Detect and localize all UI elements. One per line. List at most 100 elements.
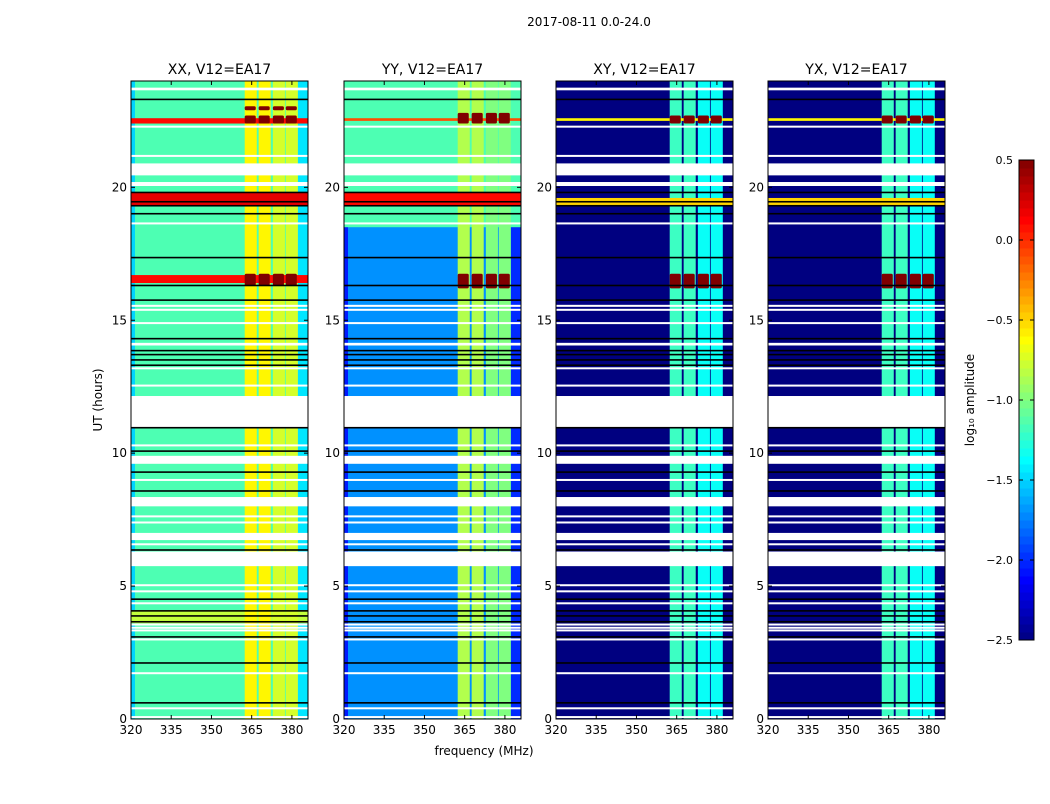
- heatmap-gap-line: [768, 200, 945, 203]
- y-tick-label: 0: [756, 712, 764, 726]
- y-tick-label: 20: [537, 180, 552, 194]
- heatmap-saturated-block: [285, 106, 297, 111]
- colorbar-segment: [1019, 600, 1034, 609]
- heatmap-flagged-range: [344, 532, 521, 541]
- heatmap-gap-line: [556, 598, 733, 600]
- colorbar-segment: [1019, 192, 1034, 201]
- heatmap-flagged-range: [556, 602, 733, 605]
- heatmap-saturated-block: [669, 115, 681, 124]
- heatmap-flagged-range: [556, 626, 733, 629]
- heatmap-gap-line: [131, 256, 308, 259]
- colorbar-segment: [1019, 304, 1034, 313]
- heatmap-flagged-range: [131, 532, 308, 541]
- heatmap-gap-line: [768, 204, 945, 207]
- heatmap-gap-line: [556, 426, 733, 429]
- heatmap-flagged-range: [344, 125, 521, 128]
- heatmap-flagged-range: [131, 590, 308, 593]
- heatmap-flagged-range: [556, 444, 733, 447]
- heatmap-flagged-range: [556, 638, 733, 641]
- colorbar-segment: [1019, 632, 1034, 641]
- colorbar-tick-label: −2.5: [986, 634, 1013, 647]
- heatmap-gap-line: [131, 662, 308, 664]
- heatmap-flagged-range: [556, 584, 733, 587]
- heatmap-gap-line: [131, 549, 308, 551]
- heatmap-gap-line: [344, 662, 521, 664]
- heatmap-flagged-range: [344, 478, 521, 481]
- heatmap-gap-line: [556, 349, 733, 352]
- heatmap-panel: XX, V12=EA17 320 335 350 365 380 0 5 10 15 20: [112, 62, 309, 737]
- heatmap-gap-line: [556, 702, 733, 704]
- heatmap-flagged-range: [768, 551, 945, 567]
- heatmap-gap-line: [556, 256, 733, 259]
- heatmap-panel: YX, V12=EA17 320 335 350 365 380 0 5 10 15 20: [749, 62, 946, 737]
- heatmap-flagged-range: [556, 304, 733, 307]
- colorbar-segment: [1019, 456, 1034, 465]
- colorbar-segment: [1019, 232, 1034, 241]
- heatmap-gap-line: [344, 615, 521, 617]
- heatmap-gap-line: [768, 549, 945, 551]
- colorbar-segment: [1019, 328, 1034, 337]
- heatmap-flagged-range: [131, 716, 308, 719]
- heatmap-gap-line: [768, 212, 945, 215]
- heatmap-flagged-range: [344, 384, 521, 387]
- heatmap-gap-line: [131, 284, 308, 287]
- colorbar-segment: [1019, 424, 1034, 433]
- heatmap-gap-line: [556, 615, 733, 617]
- panel-title: XY, V12=EA17: [593, 62, 695, 78]
- heatmap-gap-line: [344, 200, 521, 203]
- heatmap-gap-line: [131, 353, 308, 356]
- colorbar-segment: [1019, 280, 1034, 289]
- heatmap-saturated-block: [285, 115, 297, 124]
- heatmap-gap-line: [344, 204, 521, 207]
- y-tick-label: 5: [119, 579, 127, 593]
- colorbar-segment: [1019, 616, 1034, 625]
- heatmap-saturated-block: [895, 115, 907, 124]
- heatmap-saturated-block: [498, 112, 510, 124]
- colorbar-segment: [1019, 208, 1034, 217]
- heatmap-gap-line: [131, 200, 308, 203]
- heatmap-flagged-range: [768, 367, 945, 370]
- heatmap-gap-line: [344, 98, 521, 101]
- heatmap-flagged-range: [344, 543, 521, 546]
- heatmap-gap-line: [768, 256, 945, 259]
- colorbar-segment: [1019, 592, 1034, 601]
- heatmap-gap-line: [131, 615, 308, 617]
- heatmap-flagged-range: [344, 551, 521, 567]
- heatmap-gap-line: [344, 610, 521, 612]
- heatmap-flagged-range: [556, 629, 733, 632]
- heatmap-flagged-range: [131, 707, 308, 710]
- heatmap-gap-line: [556, 549, 733, 551]
- colorbar-segment: [1019, 576, 1034, 585]
- heatmap-flagged-range: [768, 672, 945, 675]
- x-tick-label: 335: [373, 723, 396, 737]
- heatmap-flagged-range: [556, 543, 733, 546]
- colorbar-segment: [1019, 568, 1034, 577]
- heatmap-gap-line: [556, 299, 733, 301]
- heatmap-gap-line: [556, 337, 733, 340]
- heatmap-flagged-range: [344, 623, 521, 626]
- heatmap-hot-row: [768, 118, 945, 121]
- heatmap-flagged-range: [344, 182, 521, 187]
- colorbar-segment: [1019, 184, 1034, 193]
- colorbar-segment: [1019, 584, 1034, 593]
- heatmap-gap-line: [131, 450, 308, 452]
- x-axis-label: frequency (MHz): [434, 744, 533, 758]
- heatmap-gap-line: [131, 598, 308, 600]
- colorbar-segment: [1019, 552, 1034, 561]
- heatmap-gap-line: [556, 212, 733, 215]
- heatmap-flagged-range: [131, 308, 308, 311]
- heatmap-flagged-range: [556, 672, 733, 675]
- colorbar-segment: [1019, 240, 1034, 249]
- heatmap-flagged-range: [556, 342, 733, 346]
- heatmap-flagged-range: [131, 125, 308, 128]
- heatmap-hot-row: [344, 192, 521, 206]
- y-tick-label: 10: [537, 446, 552, 460]
- heatmap-panel: XY, V12=EA17 320 335 350 365 380 0 5 10 15 20: [537, 62, 734, 737]
- heatmap-flagged-range: [768, 532, 945, 541]
- heatmap-gap-line: [344, 549, 521, 551]
- heatmap-flagged-range: [344, 455, 521, 464]
- colorbar-segment: [1019, 512, 1034, 521]
- heatmap-gap-line: [768, 636, 945, 638]
- heatmap-gap-line: [768, 337, 945, 340]
